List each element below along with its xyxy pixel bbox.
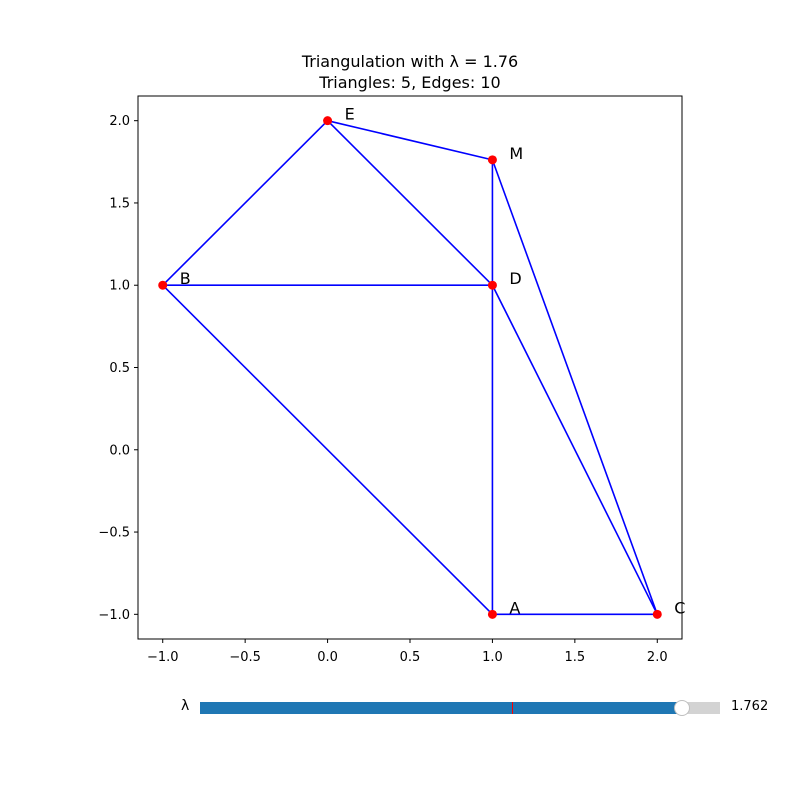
- edge-B-A: [162, 284, 493, 615]
- x-tick-label: 1.0: [482, 650, 503, 665]
- y-tick-label: 2.0: [109, 114, 130, 129]
- lambda-slider[interactable]: [200, 700, 720, 716]
- x-tick-label: −1.0: [147, 650, 179, 665]
- x-tick-label: 2.0: [647, 650, 668, 665]
- slider-label: λ: [181, 698, 190, 714]
- x-tick-label: 0.5: [400, 650, 421, 665]
- slider-initial-marker: [512, 702, 513, 714]
- x-tick-label: 0.0: [317, 650, 338, 665]
- point-label-D: D: [509, 269, 521, 288]
- y-tick-label: 0.5: [109, 361, 130, 376]
- axes-frame: [137, 95, 683, 640]
- slider-value: 1.762: [731, 699, 769, 714]
- x-tick-label: −0.5: [229, 650, 261, 665]
- edges-layer: [162, 119, 659, 616]
- y-axis: −1.0 −0.5 0.0 0.5 1.0 1.5 2.0: [98, 114, 138, 623]
- edge-D-C: [491, 284, 658, 615]
- chart-title-line1: Triangulation with λ = 1.76: [301, 52, 518, 71]
- y-tick-label: −1.0: [98, 608, 130, 623]
- point-E: [323, 116, 333, 126]
- points-layer: [158, 116, 662, 619]
- point-D: [487, 280, 497, 290]
- point-label-M: M: [509, 144, 523, 163]
- edge-E-D: [327, 120, 493, 286]
- point-label-C: C: [674, 598, 685, 617]
- point-labels-layer: A B C D E M: [180, 105, 686, 618]
- point-B: [158, 280, 168, 290]
- point-C: [652, 609, 662, 619]
- edge-E-B: [162, 120, 329, 286]
- edge-E-M: [327, 119, 493, 161]
- point-label-B: B: [180, 269, 191, 288]
- point-M: [487, 155, 497, 165]
- y-tick-label: −0.5: [98, 526, 130, 541]
- point-label-A: A: [509, 598, 520, 617]
- chart-title-line2: Triangles: 5, Edges: 10: [318, 73, 500, 92]
- point-label-E: E: [345, 105, 355, 124]
- slider-fill: [200, 702, 683, 714]
- y-tick-label: 1.5: [109, 196, 130, 211]
- x-axis: −1.0 −0.5 0.0 0.5 1.0 1.5 2.0: [147, 639, 668, 665]
- point-A: [487, 609, 497, 619]
- x-tick-label: 1.5: [565, 650, 586, 665]
- y-tick-label: 1.0: [109, 279, 130, 294]
- edge-M-C: [491, 159, 659, 615]
- y-tick-label: 0.0: [109, 443, 130, 458]
- slider-handle[interactable]: [674, 700, 691, 716]
